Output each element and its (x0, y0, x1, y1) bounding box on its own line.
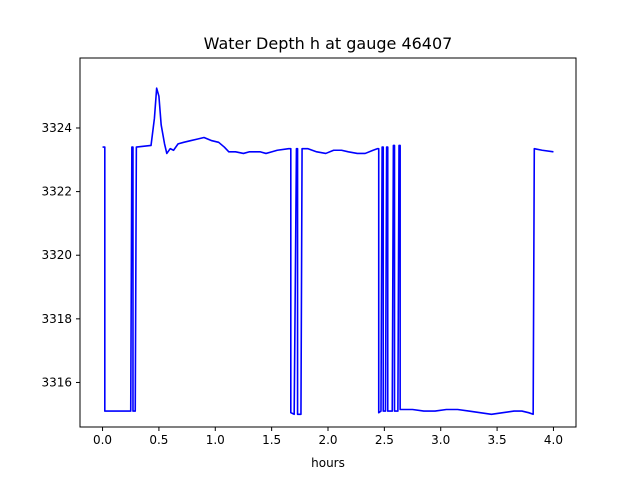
x-axis-title: hours (311, 456, 345, 470)
y-tick-label: 3320 (41, 248, 72, 262)
x-tick-label: 4.0 (544, 433, 563, 447)
x-tick-label: 0.5 (149, 433, 168, 447)
x-tick-label: 3.0 (431, 433, 450, 447)
y-tick-label: 3316 (41, 375, 72, 389)
x-tick-label: 0.0 (93, 433, 112, 447)
y-tick-label: 3324 (41, 121, 72, 135)
chart-title: Water Depth h at gauge 46407 (204, 34, 453, 53)
x-tick-label: 1.0 (206, 433, 225, 447)
x-tick-label: 1.5 (262, 433, 281, 447)
x-tick-label: 2.5 (375, 433, 394, 447)
plot-layer (102, 87, 554, 416)
x-tick-label: 3.5 (488, 433, 507, 447)
x-tick-label: 2.0 (318, 433, 337, 447)
series-line-0 (102, 87, 554, 416)
y-tick-label: 3322 (41, 185, 72, 199)
y-tick-label: 3318 (41, 312, 72, 326)
